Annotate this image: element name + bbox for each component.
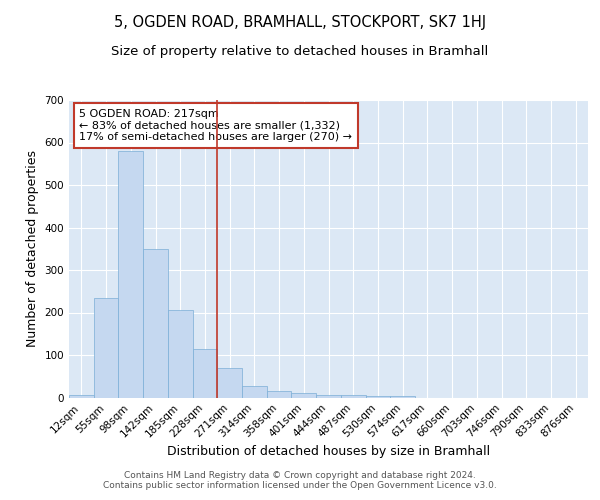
Bar — [292, 393, 316, 398]
Bar — [143, 249, 168, 398]
Text: Size of property relative to detached houses in Bramhall: Size of property relative to detached ho… — [112, 45, 488, 58]
Bar — [341, 396, 365, 398]
Text: 5, OGDEN ROAD, BRAMHALL, STOCKPORT, SK7 1HJ: 5, OGDEN ROAD, BRAMHALL, STOCKPORT, SK7 … — [114, 15, 486, 30]
Bar — [242, 386, 267, 398]
Bar — [390, 396, 415, 398]
Bar — [316, 394, 341, 398]
Text: 5 OGDEN ROAD: 217sqm
← 83% of detached houses are smaller (1,332)
17% of semi-de: 5 OGDEN ROAD: 217sqm ← 83% of detached h… — [79, 109, 352, 142]
X-axis label: Distribution of detached houses by size in Bramhall: Distribution of detached houses by size … — [167, 445, 490, 458]
Bar — [365, 396, 390, 398]
Bar — [118, 151, 143, 398]
Bar — [193, 348, 217, 398]
Text: Contains HM Land Registry data © Crown copyright and database right 2024.
Contai: Contains HM Land Registry data © Crown c… — [103, 470, 497, 490]
Bar — [69, 394, 94, 398]
Bar — [217, 368, 242, 398]
Y-axis label: Number of detached properties: Number of detached properties — [26, 150, 39, 348]
Bar — [94, 298, 118, 398]
Bar — [267, 391, 292, 398]
Bar — [168, 310, 193, 398]
